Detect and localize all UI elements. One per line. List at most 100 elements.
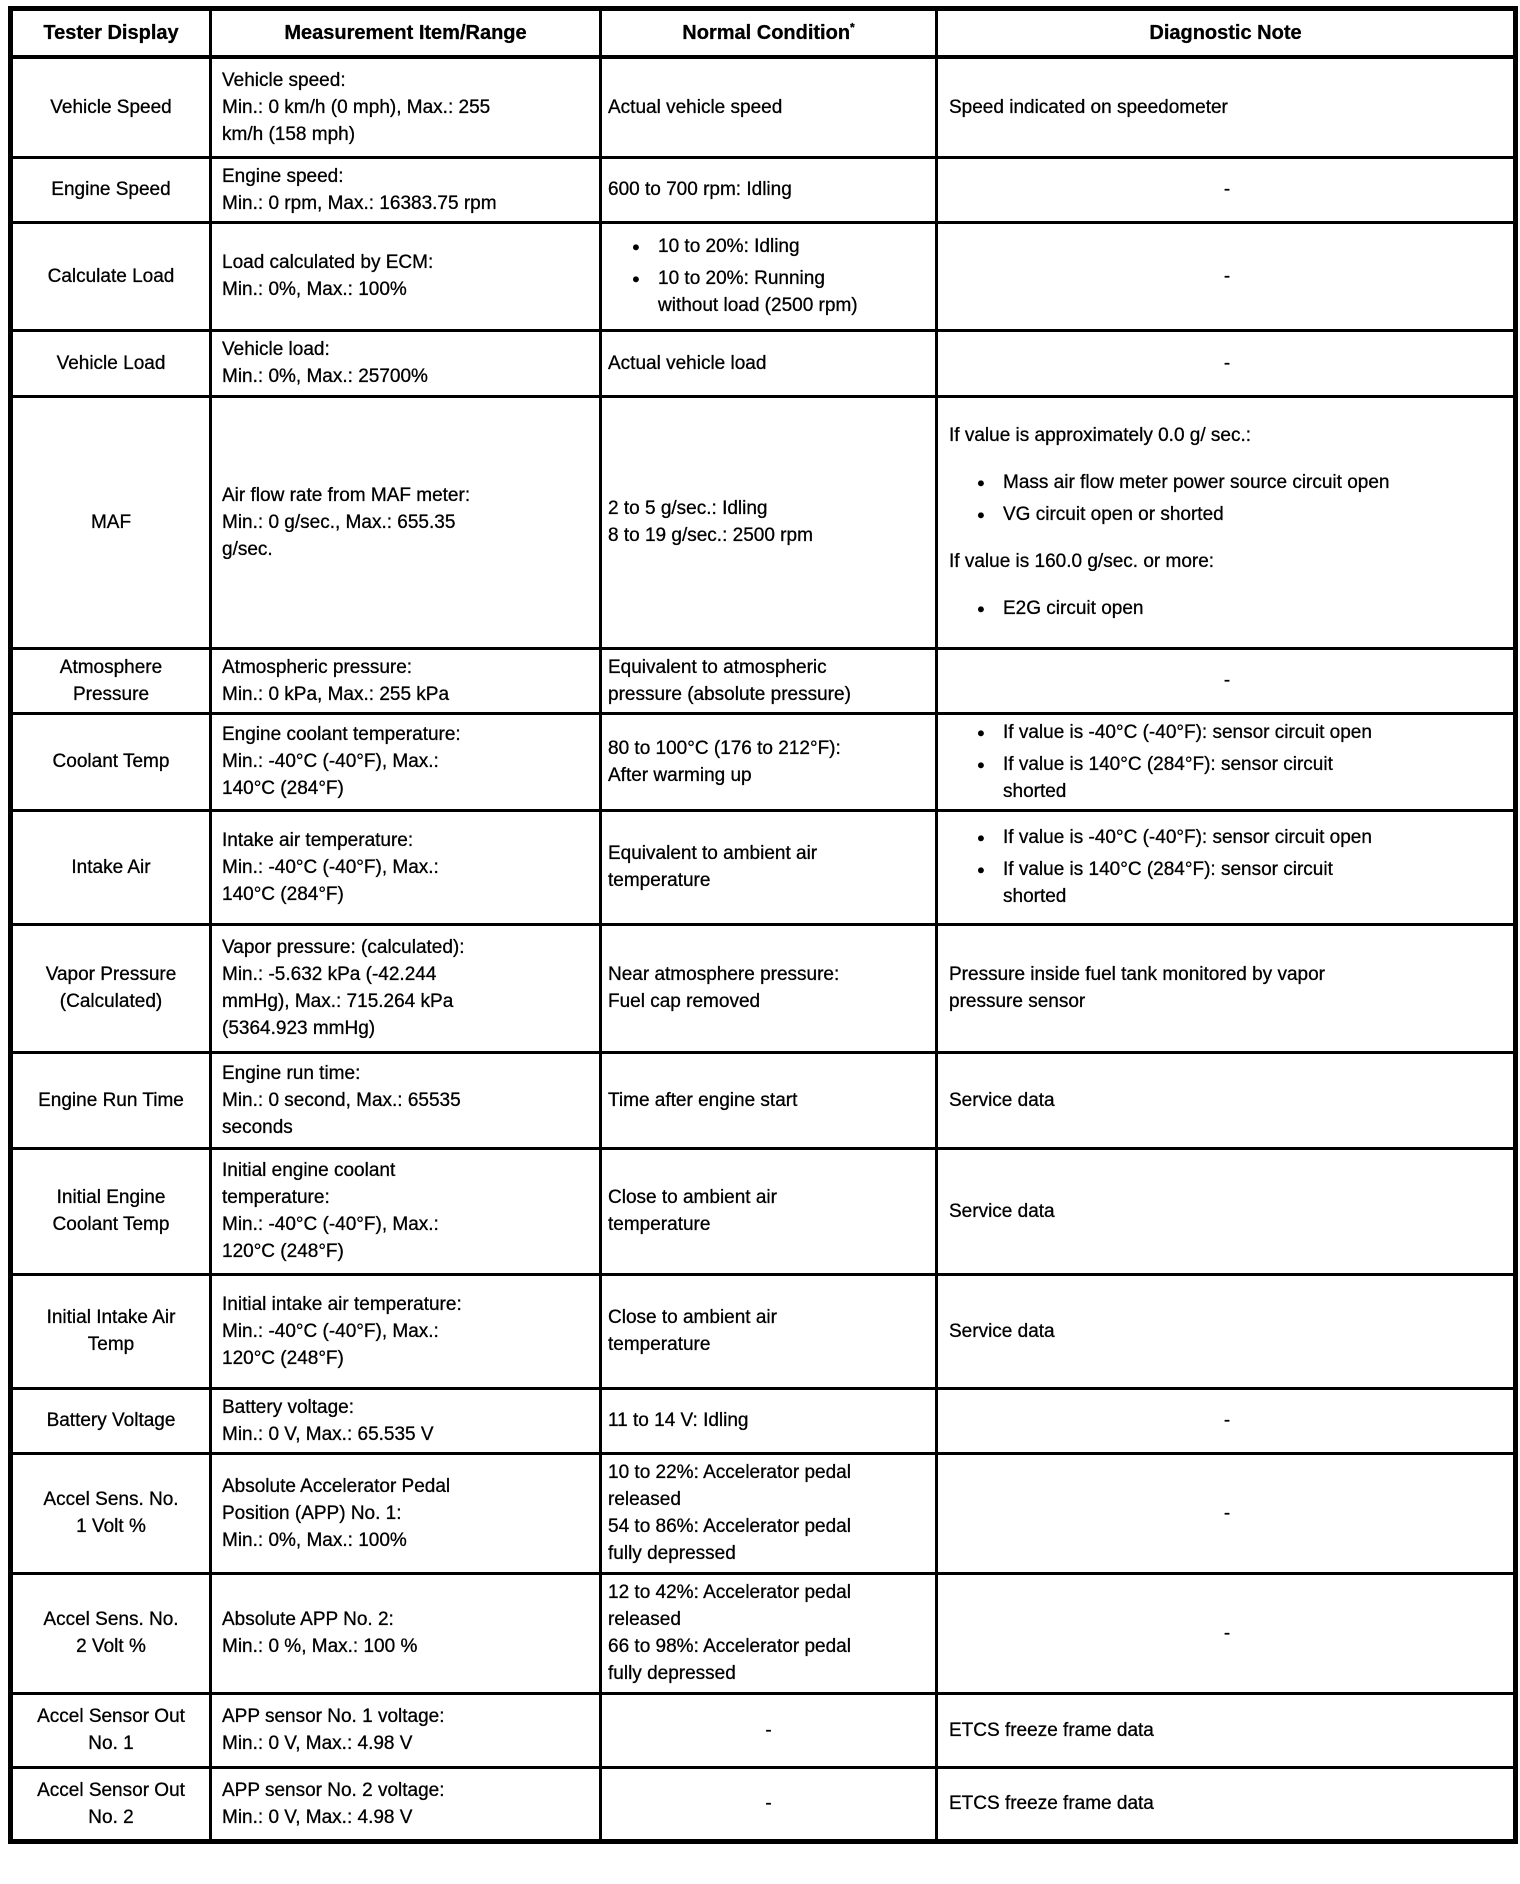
table-row: Vehicle Load Vehicle load: Min.: 0%, Max.… xyxy=(9,328,1517,398)
cell-diagnostic-note: Service data xyxy=(935,1050,1517,1150)
cell-measurement: Battery voltage: Min.: 0 V, Max.: 65.535… xyxy=(209,1386,602,1455)
bullet-text: E2G circuit open xyxy=(1003,598,1144,619)
col-header-normal-condition: Normal Condition* xyxy=(599,7,938,59)
cell-diagnostic-note: - xyxy=(935,1451,1517,1575)
cell-diagnostic-note: Service data xyxy=(935,1272,1517,1390)
cell-text: If value is approximately 0.0 g/ sec.: xyxy=(949,425,1252,446)
cell-text: Actual vehicle speed xyxy=(608,96,783,118)
cell-text: Equivalent to atmospheric pressure (abso… xyxy=(608,656,851,705)
cell-text: Absolute Accelerator Pedal Position (APP… xyxy=(222,1475,451,1551)
cell-diagnostic-note: Service data xyxy=(935,1146,1517,1276)
table-row: Coolant Temp Engine coolant temperature: … xyxy=(9,711,1517,812)
cell-tester-display: Engine Speed xyxy=(9,155,212,224)
table-body: Vehicle Speed Vehicle speed: Min.: 0 km/h… xyxy=(9,55,1517,1843)
cell-normal-condition: Time after engine start xyxy=(599,1050,938,1150)
cell-normal-condition: - xyxy=(599,1765,938,1843)
dash-placeholder: - xyxy=(1223,1410,1231,1431)
dash-placeholder: - xyxy=(1223,179,1231,200)
cell-measurement: Vapor pressure: (calculated): Min.: -5.6… xyxy=(209,922,602,1054)
cell-normal-condition: Actual vehicle speed xyxy=(599,55,938,159)
table-row: Atmosphere Pressure Atmospheric pressure:… xyxy=(9,646,1517,715)
cell-text: Engine coolant temperature: Min.: -40°C … xyxy=(222,724,461,799)
cell-text: 2 to 5 g/sec.: Idling 8 to 19 g/sec.: 25… xyxy=(608,498,813,546)
cell-text: Close to ambient air temperature xyxy=(608,1187,777,1235)
bullet-item: ● If value is 140°C (284°F): sensor circu… xyxy=(977,856,1505,910)
dash-placeholder: - xyxy=(765,1793,772,1814)
cell-text: Air flow rate from MAF meter: Min.: 0 g/… xyxy=(222,484,471,560)
dash-placeholder: - xyxy=(1223,1622,1231,1644)
cell-measurement: Air flow rate from MAF meter: Min.: 0 g/… xyxy=(209,394,602,650)
cell-text: APP sensor No. 2 voltage: Min.: 0 V, Max… xyxy=(222,1779,445,1828)
bullet-text: VG circuit open or shorted xyxy=(1003,504,1224,525)
cell-measurement: Engine run time: Min.: 0 second, Max.: 6… xyxy=(209,1050,602,1150)
table-row: Accel Sensor Out No. 1 APP sensor No. 1 v… xyxy=(9,1691,1517,1769)
bullet-icon: ● xyxy=(977,756,985,772)
cell-text: Near atmosphere pressure: Fuel cap remov… xyxy=(608,964,840,1012)
cell-tester-display: Intake Air xyxy=(9,808,212,926)
cell-measurement: Vehicle speed: Min.: 0 km/h (0 mph), Max… xyxy=(209,55,602,159)
cell-normal-condition: Equivalent to atmospheric pressure (abso… xyxy=(599,646,938,715)
table-row: MAF Air flow rate from MAF meter: Min.: 0… xyxy=(9,394,1517,650)
cell-text: 12 to 42%: Accelerator pedal released 66… xyxy=(608,1582,851,1684)
cell-text: Service data xyxy=(949,1200,1055,1222)
cell-measurement: Engine coolant temperature: Min.: -40°C … xyxy=(209,711,602,812)
dash-placeholder: - xyxy=(765,1719,772,1741)
cell-diagnostic-note: ● If value is -40°C (-40°F): sensor circu… xyxy=(935,711,1517,812)
cell-tester-display: Accel Sensor Out No. 2 xyxy=(9,1765,212,1843)
cell-normal-condition: Close to ambient air temperature xyxy=(599,1146,938,1276)
bullet-item: ● VG circuit open or shorted xyxy=(977,501,1505,528)
table-row: Accel Sensor Out No. 2 APP sensor No. 2 v… xyxy=(9,1765,1517,1843)
cell-tester-display: Accel Sens. No. 1 Volt % xyxy=(9,1451,212,1575)
diagnostic-data-table: Tester Display Measurement Item/Range No… xyxy=(8,6,1518,1844)
bullet-icon: ● xyxy=(977,475,985,490)
cell-text: Vapor pressure: (calculated): Min.: -5.6… xyxy=(222,937,465,1039)
cell-text: 80 to 100°C (176 to 212°F): After warmin… xyxy=(608,737,841,786)
bullet-text: 10 to 20%: Idling xyxy=(658,236,800,257)
bullet-icon: ● xyxy=(977,507,985,522)
cell-text: 11 to 14 V: Idling xyxy=(608,1410,749,1431)
cell-diagnostic-note: ● If value is -40°C (-40°F): sensor circu… xyxy=(935,808,1517,926)
cell-diagnostic-note: - xyxy=(935,646,1517,715)
cell-measurement: Initial engine coolant temperature: Min.… xyxy=(209,1146,602,1276)
table-header-row: Tester Display Measurement Item/Range No… xyxy=(9,7,1517,59)
bullet-item: ● If value is 140°C (284°F): sensor circu… xyxy=(977,751,1505,805)
cell-text: Battery voltage: Min.: 0 V, Max.: 65.535… xyxy=(222,1396,434,1445)
cell-diagnostic-note: ETCS freeze frame data xyxy=(935,1691,1517,1769)
cell-measurement: Load calculated by ECM: Min.: 0%, Max.: … xyxy=(209,220,602,332)
cell-normal-condition: Actual vehicle load xyxy=(599,328,938,398)
table-row: Calculate Load Load calculated by ECM: Mi… xyxy=(9,220,1517,332)
cell-normal-condition: Close to ambient air temperature xyxy=(599,1272,938,1390)
footnote-asterisk: * xyxy=(850,19,855,34)
cell-normal-condition: 10 to 22%: Accelerator pedal released 54… xyxy=(599,1451,938,1575)
cell-text: Absolute APP No. 2: Min.: 0 %, Max.: 100… xyxy=(222,1609,418,1657)
bullet-item: ● If value is -40°C (-40°F): sensor circu… xyxy=(977,824,1505,851)
cell-tester-display: Accel Sensor Out No. 1 xyxy=(9,1691,212,1769)
cell-text: Equivalent to ambient air temperature xyxy=(608,843,818,891)
cell-text: ETCS freeze frame data xyxy=(949,1793,1154,1814)
cell-normal-condition: Equivalent to ambient air temperature xyxy=(599,808,938,926)
cell-diagnostic-note: - xyxy=(935,1386,1517,1455)
bullet-icon: ● xyxy=(977,724,985,740)
cell-text: Initial intake air temperature: Min.: -4… xyxy=(222,1293,462,1369)
bullet-list: ● E2G circuit open xyxy=(977,595,1505,622)
cell-measurement: Intake air temperature: Min.: -40°C (-40… xyxy=(209,808,602,926)
bullet-list: ● If value is -40°C (-40°F): sensor circu… xyxy=(977,719,1505,805)
table-row: Vapor Pressure (Calculated) Vapor pressur… xyxy=(9,922,1517,1054)
cell-diagnostic-note: If value is approximately 0.0 g/ sec.: ● M… xyxy=(935,394,1517,650)
bullet-icon: ● xyxy=(977,601,985,616)
cell-text: Engine speed: Min.: 0 rpm, Max.: 16383.7… xyxy=(222,165,497,214)
cell-tester-display: Coolant Temp xyxy=(9,711,212,812)
dash-placeholder: - xyxy=(1223,1502,1231,1524)
col-header-diagnostic-note: Diagnostic Note xyxy=(935,7,1517,59)
cell-text: Atmospheric pressure: Min.: 0 kPa, Max.:… xyxy=(222,656,450,705)
cell-measurement: Vehicle load: Min.: 0%, Max.: 25700% xyxy=(209,328,602,398)
cell-tester-display: Initial Intake Air Temp xyxy=(9,1272,212,1390)
cell-text: 600 to 700 rpm: Idling xyxy=(608,179,792,200)
table-row: Accel Sens. No. 1 Volt % Absolute Acceler… xyxy=(9,1451,1517,1575)
cell-diagnostic-note: ETCS freeze frame data xyxy=(935,1765,1517,1843)
cell-normal-condition: ● 10 to 20%: Idling ● 10 to 20%: Running wi… xyxy=(599,220,938,332)
cell-normal-condition: 600 to 700 rpm: Idling xyxy=(599,155,938,224)
dash-placeholder: - xyxy=(1223,670,1231,691)
bullet-text: If value is -40°C (-40°F): sensor circui… xyxy=(1003,721,1372,743)
